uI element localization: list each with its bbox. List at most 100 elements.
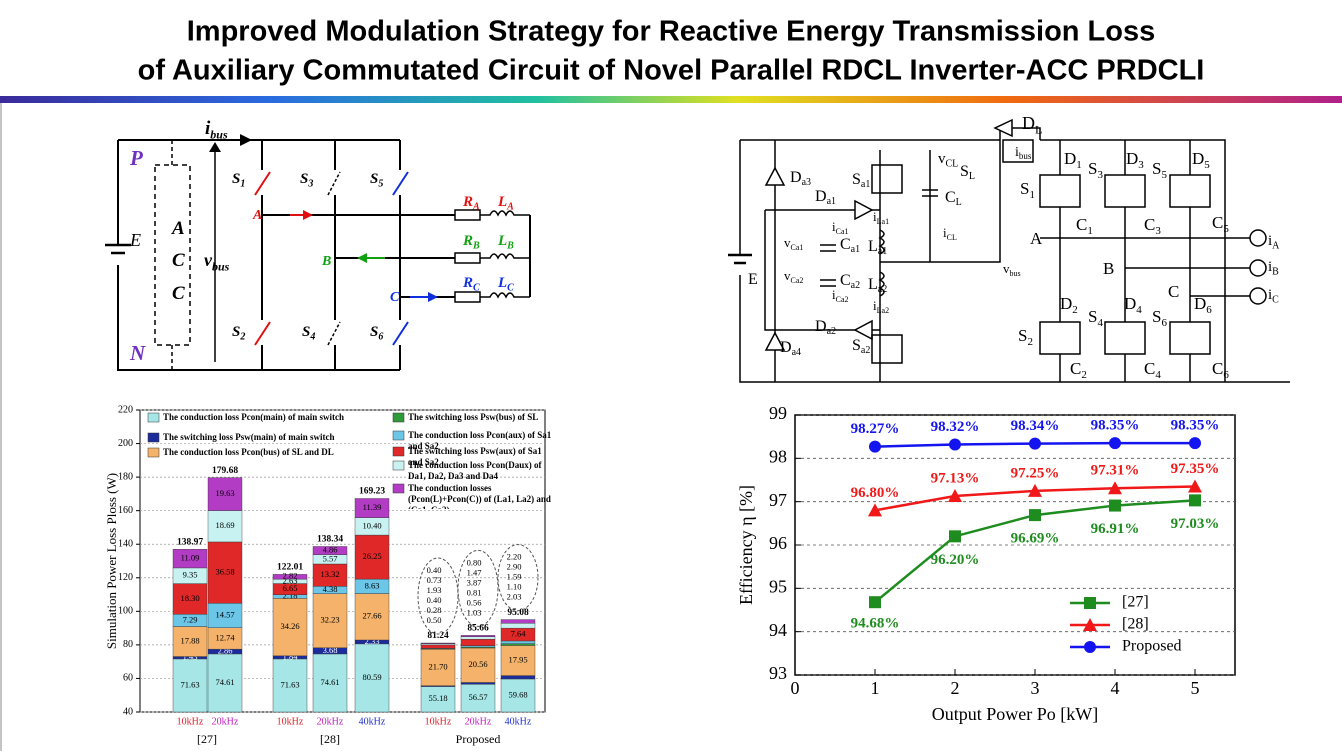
total-label: 85.66 [467,624,489,634]
data-label: 96.80% [851,485,900,501]
y-tick-label: 120 [118,572,133,583]
point [1109,499,1121,512]
diagram-label: P [129,146,143,170]
bar-segment [500,678,536,713]
data-label: 97.25% [1011,465,1060,481]
segment-label: 4.86 [323,545,338,555]
diagram-label: vbus [1003,261,1021,278]
bar-segment [420,644,456,649]
segment-label: 0.80 [467,557,482,567]
x-axis-label: Output Power Po [kW] [932,704,1098,724]
y-tick-label: 98 [769,446,787,466]
data-label: 97.31% [1091,463,1140,479]
segment-label: 27.66 [362,611,381,621]
inductor [480,210,530,217]
diode [764,166,786,186]
mosfet [1002,139,1034,163]
x-tick-label: 5 [1191,678,1200,698]
legend-label: The switching loss Psw(main) of main swi… [163,432,335,442]
data-label: 98.35% [1091,418,1140,434]
diagram-label: Sa2 [852,337,870,356]
diode [853,319,873,341]
bar-segment [420,649,456,686]
legend-swatch [392,483,405,494]
bar-segment [460,635,496,637]
y-tick-label: 60 [123,673,133,684]
bar-segment [207,477,243,511]
diode [854,199,874,221]
arrow [428,292,438,302]
bar-segment [354,593,390,641]
diagram-label: C5 [1212,213,1229,235]
diagram-label: E [129,230,141,250]
total-label: 95.08 [507,608,529,618]
legend-swatch [392,460,405,471]
x-tick-label: 20kHz [212,716,239,727]
segment-label: 2.03 [507,592,522,602]
y-tick-label: 80 [123,639,133,650]
segment-label: 20.56 [468,659,487,669]
segment-label: 2.18 [283,590,298,600]
segment-label: 17.95 [508,654,527,664]
bar-segment [272,658,308,713]
diagram-label: iA [1268,233,1280,251]
diagram-label: B [321,254,331,269]
total-label: 138.34 [317,535,343,545]
diagram-label: S6 [1152,307,1167,329]
total-label: 122.01 [277,563,303,573]
diagram-label: ibus [205,118,228,141]
inductor [480,292,530,299]
bar-segment [272,598,308,657]
segment-label: 11.09 [181,553,200,563]
diagram-label: A [1030,229,1043,248]
point [868,503,882,517]
y-tick-label: 100 [118,606,133,617]
point [1109,437,1121,450]
legend-item: The conduction loss Pcon(aux) of Sa1 and… [408,430,551,451]
legend-item: The conduction loss Pcon(Daux) of Da1, D… [408,460,542,481]
y-tick-label: 97 [769,490,787,510]
y-tick-label: 160 [118,505,133,516]
bar-segment [500,640,536,644]
legend-swatch [147,432,160,443]
diagram-label: Sa1 [852,171,870,190]
bar-segment [500,645,536,676]
point [1083,618,1097,631]
switch [327,171,341,346]
diagram-label: LB [497,233,514,251]
diagram-label: La2 [868,276,887,295]
data-label: 96.20% [931,552,980,568]
segment-label: 32.23 [320,615,339,625]
bus-wire [165,139,400,371]
arrow [209,142,221,152]
total-label: 81.24 [427,631,449,641]
y-tick-label: 200 [118,438,133,449]
diagram-label: Da1 [815,188,836,207]
terminal [1249,229,1267,247]
bar-segment [500,619,536,624]
y-tick-label: 93 [769,663,787,683]
segment-label: 5.57 [323,553,338,563]
segment-label: 13.32 [320,569,339,579]
diagram-label: S3 [1088,159,1103,181]
terminal [1249,287,1267,305]
diagram-label: B [1103,259,1114,278]
diagram-label: iB [1268,259,1279,277]
data-label: 96.91% [1091,521,1140,537]
segment-label: 6.65 [283,583,298,593]
switch [392,171,409,346]
point [1084,641,1096,653]
bar-segment [420,642,456,644]
aux-wire [764,140,1001,382]
data-label: 98.34% [1011,418,1060,434]
data-label: 97.03% [1171,516,1220,532]
y-tick-label: 99 [769,403,787,423]
diagram-label: iCL [943,225,957,242]
bar-segment [354,498,390,518]
legend-swatch [392,430,405,441]
switch-cell [1169,174,1211,208]
diagram-label: SL [960,163,975,182]
diagram-label: Da2 [815,318,836,337]
diagram-label: C2 [1070,359,1087,381]
